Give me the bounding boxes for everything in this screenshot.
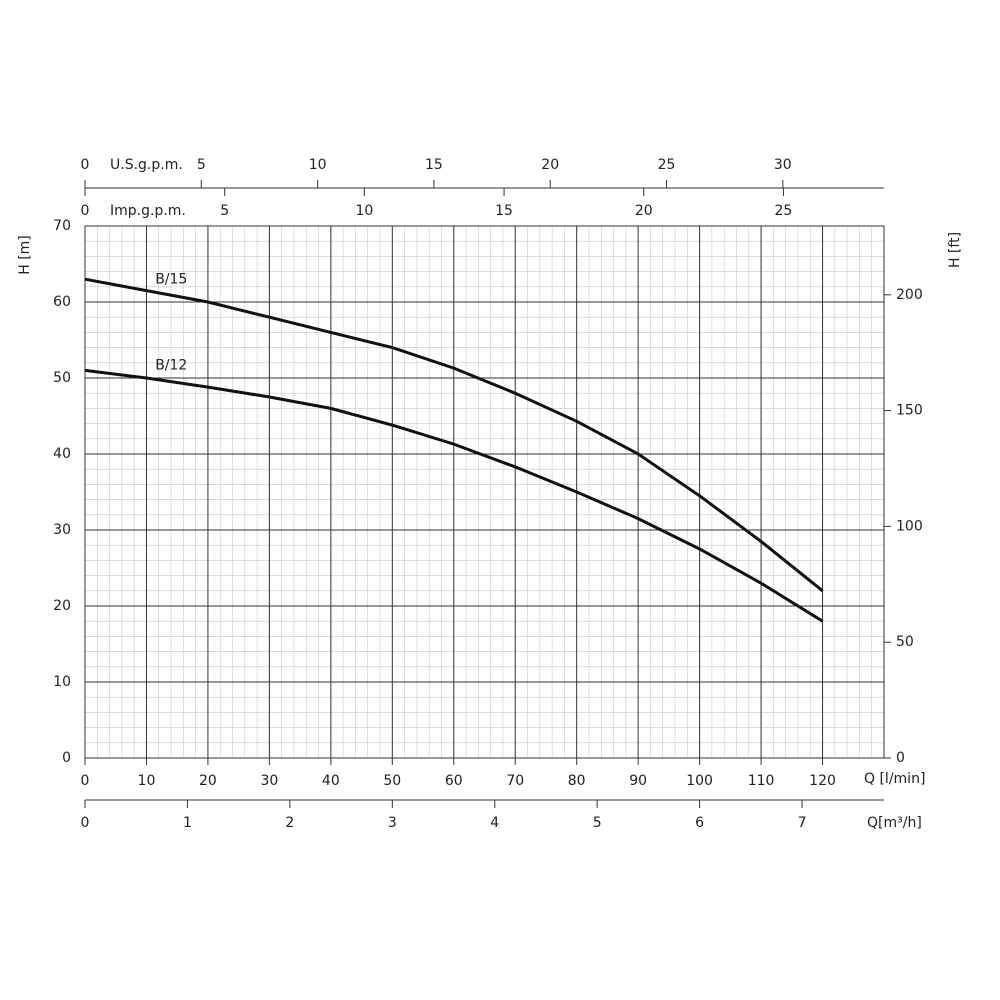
aux-tick-label: 4	[490, 815, 499, 831]
y-axis-label: H [m]	[17, 235, 33, 275]
aux-tick-label: 7	[798, 815, 807, 831]
y2-tick-label: 200	[896, 287, 923, 303]
aux-tick-label: 5	[593, 815, 602, 831]
y2-axis-label: H [ft]	[947, 232, 963, 268]
aux-tick-label: 25	[775, 203, 793, 219]
series-label: B/12	[155, 358, 187, 374]
y2-tick-label: 0	[896, 750, 905, 766]
x-tick-label: 40	[322, 773, 340, 789]
y2-tick-label: 100	[896, 518, 923, 534]
x-tick-label: 120	[809, 773, 836, 789]
y-tick-label: 50	[53, 370, 71, 386]
aux-tick-label: 5	[220, 203, 229, 219]
aux-tick-label: 6	[695, 815, 704, 831]
y-tick-label: 40	[53, 446, 71, 462]
plot-frame	[84, 225, 885, 759]
aux-axis-label: Q[m³/h]	[867, 815, 922, 831]
y-tick-label: 20	[53, 598, 71, 614]
aux-tick-label: 0	[81, 157, 90, 173]
aux-tick-label: 3	[388, 815, 397, 831]
x-tick-label: 100	[686, 773, 713, 789]
aux-tick-label: 25	[658, 157, 676, 173]
y-tick-label: 0	[62, 750, 71, 766]
aux-tick-label: 10	[355, 203, 373, 219]
aux-tick-label: 15	[425, 157, 443, 173]
x-tick-label: 80	[568, 773, 586, 789]
x-tick-label: 50	[383, 773, 401, 789]
curve	[84, 368, 824, 623]
series-label: B/15	[155, 271, 187, 287]
curve	[84, 277, 824, 592]
aux-tick-label: 0	[81, 203, 90, 219]
aux-tick-label: 20	[541, 157, 559, 173]
aux-axis-label: Imp.g.p.m.	[110, 203, 186, 219]
aux-tick-label: 2	[285, 815, 294, 831]
aux-tick-label: 5	[197, 157, 206, 173]
x-tick-label: 0	[81, 773, 90, 789]
y-tick-label: 60	[53, 294, 71, 310]
aux-tick-label: 10	[309, 157, 327, 173]
y-tick-label: 10	[53, 674, 71, 690]
aux-tick-label: 30	[774, 157, 792, 173]
aux-axis-label: U.S.g.p.m.	[110, 157, 183, 173]
aux-tick-label: 15	[495, 203, 513, 219]
y-tick-label: 70	[53, 218, 71, 234]
x-tick-label: 70	[506, 773, 524, 789]
aux-tick-label: 1	[183, 815, 192, 831]
x-tick-label: 60	[445, 773, 463, 789]
y-tick-label: 30	[53, 522, 71, 538]
aux-tick-label: 20	[635, 203, 653, 219]
x-tick-label: 30	[260, 773, 278, 789]
x-tick-label: 90	[629, 773, 647, 789]
y2-tick-label: 50	[896, 634, 914, 650]
x-tick-label: 10	[138, 773, 156, 789]
x-tick-label: 110	[748, 773, 775, 789]
aux-tick-label: 0	[81, 815, 90, 831]
x-axis-label: Q [l/min]	[864, 771, 925, 787]
x-tick-label: 20	[199, 773, 217, 789]
y2-tick-label: 150	[896, 403, 923, 419]
